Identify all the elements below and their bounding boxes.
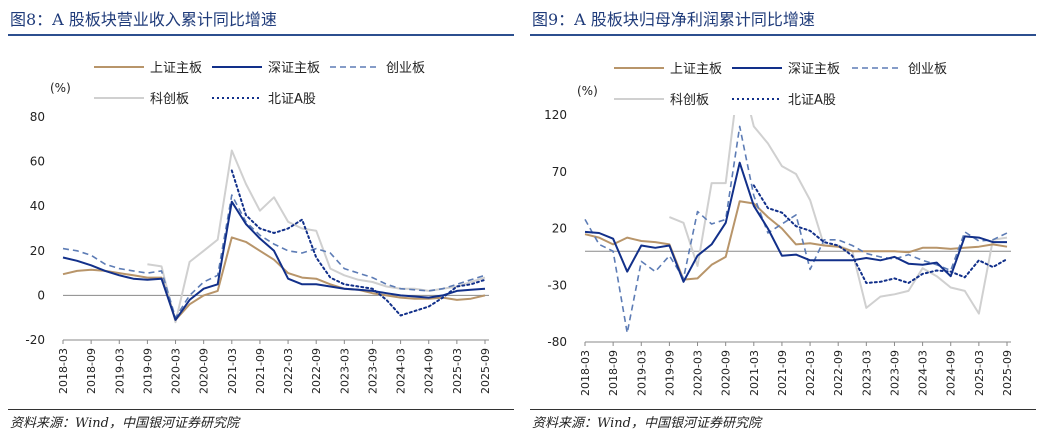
series-line-3 [147,149,486,324]
x-tick-label: 2020-09 [720,350,733,396]
series-line-0 [62,236,486,321]
legend-label: 上证主板 [150,61,202,76]
y-tick-label: -20 [25,333,45,347]
source-note: 资料来源：Wind，中国银河证券研究院 [10,416,239,431]
x-tick-label: 2025-09 [1001,350,1014,396]
y-tick-label: -30 [547,278,567,292]
y-tick-label: 60 [30,155,45,169]
x-tick-label: 2023-03 [338,348,351,394]
series-line-1 [62,200,486,321]
x-tick-label: 2021-03 [226,348,239,394]
legend-label: 上证主板 [670,62,722,77]
legend-label: 深证主板 [788,62,840,77]
x-tick-label: 2024-03 [395,348,408,394]
series-line-0 [584,200,1008,281]
x-tick-label: 2021-03 [748,350,761,396]
y-tick-label: 0 [37,288,45,302]
source-note: 资料来源：Wind，中国银河证券研究院 [532,416,761,431]
series-line-3 [669,115,1008,315]
x-tick-label: 2020-03 [170,348,183,394]
x-tick-label: 2022-09 [832,350,845,396]
x-tick-label: 2019-09 [663,350,676,396]
profit-growth-chart: (%) -80 -30 20 70 120 2018-03 2018-09 2019-03 201… [544,62,1014,396]
y-tick-label: 120 [544,108,567,122]
x-tick-label: 2018-09 [607,350,620,396]
title-divider [530,34,1036,36]
series-line-2 [62,194,486,319]
series-line-4 [752,184,1008,284]
series-line-2 [584,125,1008,334]
x-tick-label: 2022-03 [282,348,295,394]
y-tick-label: -80 [547,335,567,349]
right-chart-panel: 图9：A 股板块归母净利润累计同比增速 (%) -80 -30 20 70 120 2018… [522,0,1044,441]
title-divider [8,34,514,36]
source-divider [8,409,514,410]
x-tick-label: 2024-03 [917,350,930,396]
x-tick-label: 2020-03 [692,350,705,396]
y-axis-unit: (%) [50,81,71,95]
x-tick-label: 2021-09 [776,350,789,396]
y-tick-label: 20 [30,244,45,258]
source-divider [530,409,1036,410]
x-tick-label: 2019-03 [635,350,648,396]
revenue-growth-chart: (%) -20 0 20 40 60 80 2018-03 2018-09 2019-03 2019… [25,61,492,394]
x-tick-label: 2025-03 [451,348,464,394]
x-tick-label: 2021-09 [254,348,267,394]
chart-title: 图9：A 股板块归母净利润累计同比增速 [532,10,815,29]
x-tick-label: 2019-03 [113,348,126,394]
y-tick-label: 70 [552,165,567,179]
x-tick-label: 2023-09 [366,348,379,394]
y-tick-label: 40 [30,199,45,213]
x-tick-label: 2022-09 [310,348,323,394]
x-tick-label: 2022-03 [804,350,817,396]
legend-label: 科创板 [670,93,709,108]
legend-label: 科创板 [150,92,189,107]
x-tick-label: 2025-09 [479,348,492,394]
y-axis-unit: (%) [577,84,598,98]
legend-label: 北证A股 [788,93,836,108]
legend-label: 创业板 [386,61,425,76]
x-tick-label: 2019-09 [141,348,154,394]
series-line-4 [230,169,486,317]
x-tick-label: 2023-09 [888,350,901,396]
y-tick-label: 20 [552,222,567,236]
x-tick-label: 2024-09 [423,348,436,394]
y-tick-label: 80 [30,110,45,124]
legend-label: 深证主板 [268,61,320,76]
legend-label: 北证A股 [268,92,316,107]
x-tick-label: 2024-09 [945,350,958,396]
chart-title: 图8：A 股板块营业收入累计同比增速 [10,10,277,29]
x-tick-label: 2018-03 [57,348,70,394]
x-tick-label: 2018-09 [85,348,98,394]
x-tick-label: 2018-03 [579,350,592,396]
series-line-1 [584,161,1007,283]
x-tick-label: 2020-09 [198,348,211,394]
x-tick-label: 2023-03 [860,350,873,396]
left-chart-panel: 图8：A 股板块营业收入累计同比增速 (%) -20 0 20 40 60 80 2018-0… [8,10,514,431]
x-tick-label: 2025-03 [973,350,986,396]
legend-label: 创业板 [908,62,947,77]
